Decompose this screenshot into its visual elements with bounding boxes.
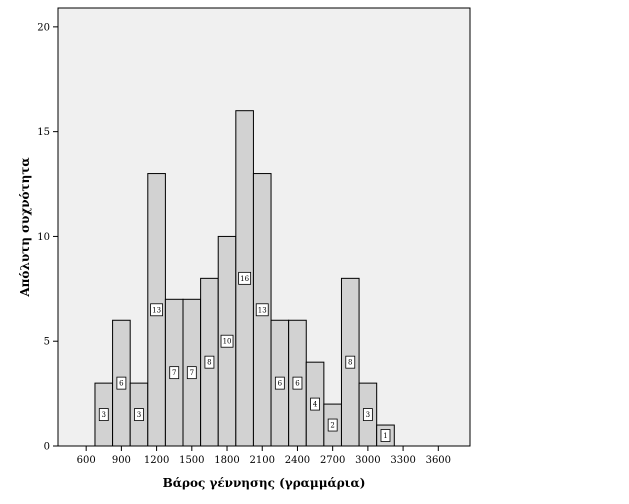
data-label-box bbox=[274, 376, 285, 390]
y-tick-label: 5 bbox=[44, 337, 50, 348]
data-label-text: 10 bbox=[223, 338, 232, 346]
data-label-text: 3 bbox=[366, 411, 370, 419]
data-label: 6 bbox=[274, 376, 285, 390]
y-tick-label: 0 bbox=[44, 442, 50, 453]
data-label-text: 7 bbox=[172, 369, 176, 377]
x-tick-label: 1500 bbox=[179, 455, 204, 466]
data-label-box bbox=[150, 303, 163, 317]
x-axis: 600 900 1200 1500 1800 2100 2400 2700 3000 3300 36… bbox=[77, 446, 451, 466]
data-label-box bbox=[238, 271, 252, 285]
data-label: 3 bbox=[134, 408, 144, 421]
data-labels-layer: 3 6 3 13 7 7 8 10 16 13 6 6 4 2 8 3 1 bbox=[98, 271, 391, 442]
data-label-text: 6 bbox=[119, 380, 124, 388]
data-label: 3 bbox=[98, 408, 109, 421]
x-tick-label: 2100 bbox=[250, 455, 275, 466]
data-label-box bbox=[362, 408, 373, 421]
data-label-text: 3 bbox=[137, 411, 141, 419]
x-tick-label: 3300 bbox=[390, 455, 415, 466]
data-label-text: 8 bbox=[207, 359, 211, 367]
x-tick-label: 1800 bbox=[214, 455, 239, 466]
data-label-text: 6 bbox=[295, 380, 300, 388]
x-axis-title: Βάρος γέννησης (γραμμάρια) bbox=[163, 476, 366, 490]
data-label-text: 4 bbox=[313, 401, 318, 409]
data-label-box bbox=[186, 366, 197, 380]
y-tick-label: 15 bbox=[37, 127, 50, 138]
x-tick-label: 2700 bbox=[320, 455, 345, 466]
data-label: 3 bbox=[362, 408, 373, 421]
data-label-box bbox=[310, 397, 320, 411]
data-label-text: 13 bbox=[152, 306, 161, 314]
x-tick-label: 2400 bbox=[285, 455, 310, 466]
data-label-box bbox=[220, 334, 234, 348]
y-tick-label: 20 bbox=[37, 22, 50, 33]
data-label-box bbox=[116, 376, 127, 390]
x-tick-label: 3000 bbox=[355, 455, 380, 466]
data-label: 6 bbox=[292, 376, 303, 390]
x-tick-label: 1200 bbox=[144, 455, 169, 466]
x-tick-label: 900 bbox=[112, 455, 131, 466]
data-label: 2 bbox=[327, 418, 338, 432]
data-label-box bbox=[169, 366, 180, 380]
data-label: 7 bbox=[186, 366, 197, 380]
data-label-text: 13 bbox=[258, 306, 267, 314]
data-label: 10 bbox=[220, 334, 234, 348]
data-label: 4 bbox=[310, 397, 320, 411]
data-label-text: 16 bbox=[240, 275, 249, 283]
data-label: 8 bbox=[204, 355, 215, 369]
data-label: 16 bbox=[238, 271, 252, 285]
data-label: 8 bbox=[345, 355, 356, 369]
data-label-text: 3 bbox=[102, 411, 106, 419]
data-label-text: 1 bbox=[383, 432, 387, 440]
data-label: 6 bbox=[116, 376, 127, 390]
data-label: 13 bbox=[255, 303, 269, 317]
data-label-box bbox=[204, 355, 215, 369]
data-label-text: 8 bbox=[348, 359, 352, 367]
data-label: 7 bbox=[169, 366, 180, 380]
data-label-text: 6 bbox=[278, 380, 283, 388]
data-label-box bbox=[255, 303, 269, 317]
data-label-box bbox=[345, 355, 356, 369]
data-label-box bbox=[380, 429, 391, 442]
data-label-box bbox=[134, 408, 144, 421]
x-tick-label: 600 bbox=[77, 455, 96, 466]
x-tick-label: 3600 bbox=[426, 455, 451, 466]
y-axis-title: Απόλυτη συχνότητα bbox=[18, 157, 32, 297]
y-axis: 0 5 10 15 20 bbox=[37, 22, 58, 453]
data-label-text: 2 bbox=[330, 422, 334, 430]
data-label-box bbox=[292, 376, 303, 390]
y-tick-label: 10 bbox=[37, 232, 50, 243]
data-label: 13 bbox=[150, 303, 163, 317]
data-label: 1 bbox=[380, 429, 391, 442]
data-label-box bbox=[327, 418, 338, 432]
data-label-box bbox=[98, 408, 109, 421]
data-label-text: 7 bbox=[190, 369, 194, 377]
